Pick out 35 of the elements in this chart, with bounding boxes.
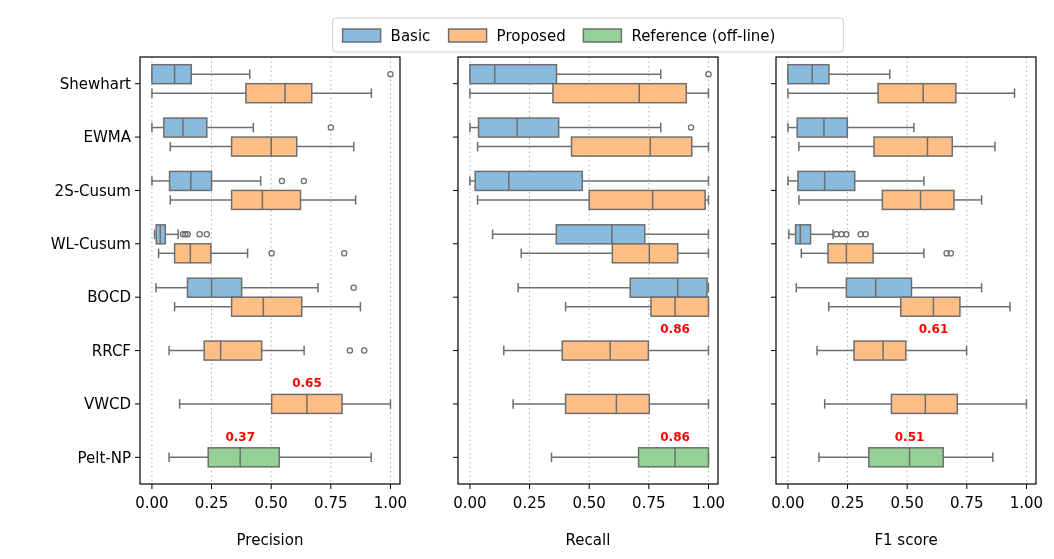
legend-label: Basic <box>390 27 431 46</box>
legend-label: Reference (off-line) <box>631 27 776 46</box>
x-tick-label: 0.25 <box>194 494 229 512</box>
y-tick-label: VWCD <box>83 395 131 414</box>
x-tick-label: 0.50 <box>890 494 924 512</box>
x-tick-label: 0.00 <box>135 494 169 512</box>
x-tick-label: 1.00 <box>691 494 726 512</box>
x-tick-label: 0.00 <box>771 494 805 512</box>
annotation: 0.86 <box>660 429 690 444</box>
annotation: 0.51 <box>894 429 925 444</box>
annotation: 0.86 <box>660 322 690 337</box>
x-axis-title: Recall <box>565 531 611 549</box>
y-tick-label: WL-Cusum <box>50 235 131 254</box>
x-tick-label: 0.50 <box>254 494 288 512</box>
legend-label: Proposed <box>496 27 566 46</box>
y-tick-label: BOCD <box>87 288 131 307</box>
x-tick-label: 0.25 <box>512 494 547 512</box>
annotation: 0.61 <box>918 322 949 337</box>
x-axis-title: Precision <box>236 531 304 549</box>
annotation: 0.65 <box>292 376 322 391</box>
y-tick-label: Pelt-NP <box>77 448 131 467</box>
x-tick-label: 0.75 <box>950 494 984 512</box>
x-tick-label: 0.00 <box>453 494 487 512</box>
y-tick-label: Shewhart <box>59 74 132 93</box>
x-tick-label: 0.75 <box>632 494 666 512</box>
y-tick-label: EWMA <box>83 128 132 147</box>
y-tick-label: 2S-Cusum <box>54 181 131 200</box>
x-tick-label: 0.25 <box>830 494 865 512</box>
x-tick-label: 1.00 <box>373 494 408 512</box>
x-axis-title: F1 score <box>874 531 938 549</box>
y-tick-label: RRCF <box>91 341 131 360</box>
x-tick-label: 0.75 <box>314 494 348 512</box>
x-tick-label: 1.00 <box>1009 494 1044 512</box>
x-tick-label: 0.50 <box>572 494 606 512</box>
annotation: 0.37 <box>225 429 255 444</box>
